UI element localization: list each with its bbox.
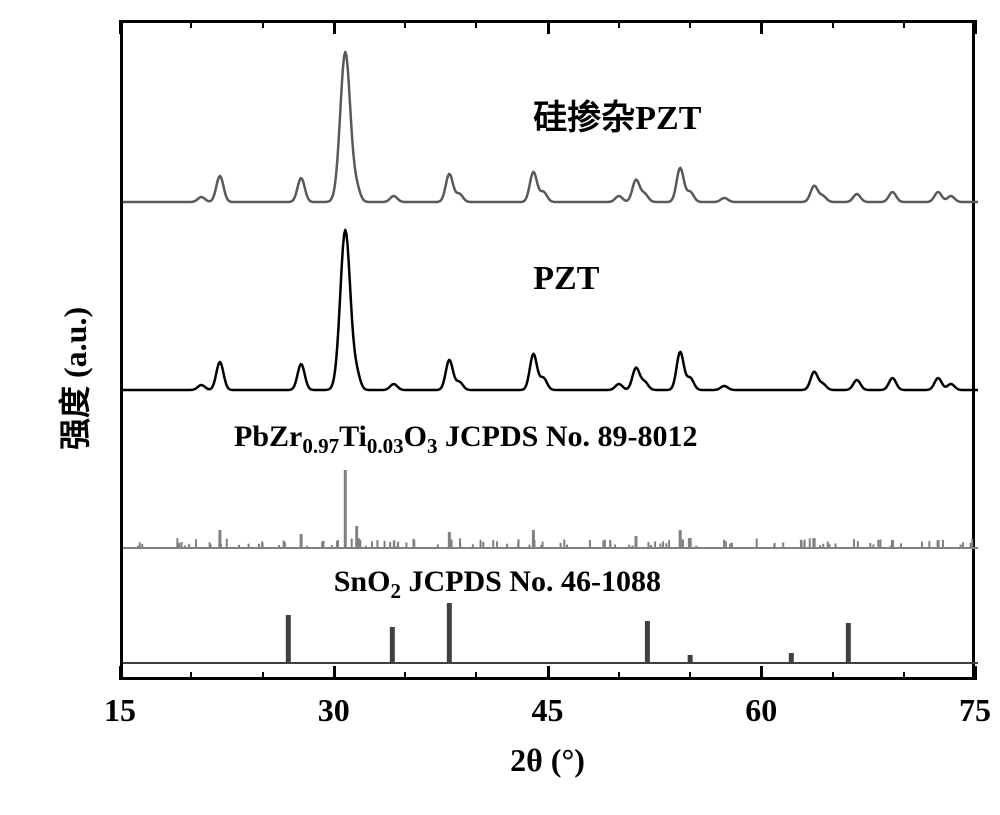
x-tick-major: [547, 20, 550, 34]
x-axis-label: 2θ (°): [448, 742, 648, 779]
x-tick-label: 75: [945, 692, 1000, 729]
pattern-label-pzt: PZT: [533, 260, 599, 298]
x-tick-minor: [404, 672, 406, 680]
x-tick-minor: [832, 20, 834, 28]
y-axis-label: 强度 (a.u.): [50, 307, 96, 450]
x-tick-major: [547, 666, 550, 680]
pattern-jcpds-46-1088: [123, 603, 978, 663]
x-tick-minor: [262, 672, 264, 680]
x-tick-minor: [903, 672, 905, 680]
x-tick-minor: [689, 20, 691, 28]
x-tick-major: [974, 20, 977, 34]
x-tick-minor: [618, 672, 620, 680]
pattern-label-si-pzt: 硅掺杂PZT: [533, 90, 701, 139]
x-tick-minor: [475, 672, 477, 680]
x-tick-major: [974, 666, 977, 680]
pattern-label-jcpds-46-1088: SnO2 JCPDS No. 46-1088: [334, 565, 661, 604]
x-tick-major: [119, 666, 122, 680]
x-tick-minor: [903, 20, 905, 28]
x-tick-minor: [190, 672, 192, 680]
x-tick-major: [333, 20, 336, 34]
x-tick-label: 30: [304, 692, 364, 729]
x-tick-minor: [404, 20, 406, 28]
x-tick-minor: [262, 20, 264, 28]
xrd-figure: 强度 (a.u.) 2θ (°) 15 30 45 60 75 硅掺杂PZT PZT PbZ…: [0, 0, 1000, 815]
x-tick-label: 45: [518, 692, 578, 729]
x-tick-label: 15: [90, 692, 150, 729]
pattern-pzt: [123, 230, 978, 390]
x-tick-label: 60: [731, 692, 791, 729]
pattern-jcpds-89-8012: [123, 470, 978, 548]
x-tick-major: [119, 20, 122, 34]
x-tick-minor: [832, 672, 834, 680]
pattern-label-jcpds-89-8012: PbZr0.97Ti0.03O3 JCPDS No. 89-8012: [234, 420, 698, 459]
x-tick-major: [760, 666, 763, 680]
x-tick-minor: [618, 20, 620, 28]
x-tick-major: [333, 666, 336, 680]
x-tick-minor: [190, 20, 192, 28]
x-tick-minor: [689, 672, 691, 680]
x-tick-minor: [475, 20, 477, 28]
x-tick-major: [760, 20, 763, 34]
